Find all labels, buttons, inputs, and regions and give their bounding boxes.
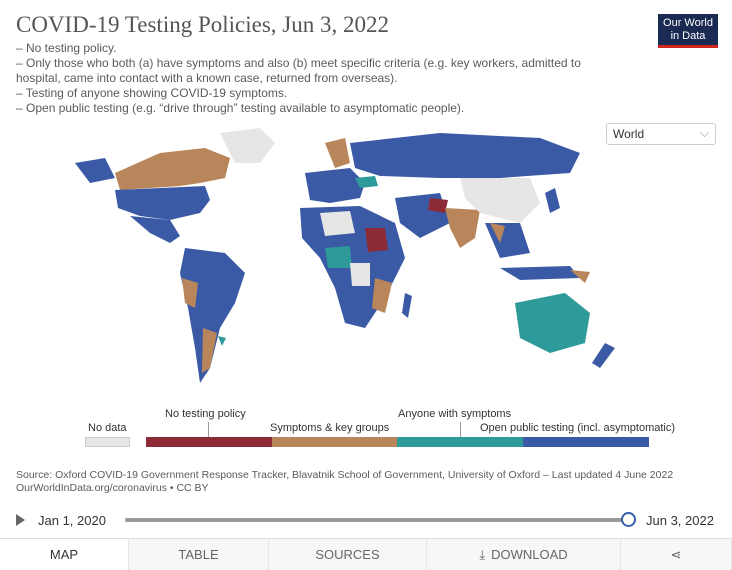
country-usa[interactable] xyxy=(115,186,210,220)
region-select[interactable]: World ⌵ xyxy=(606,123,716,145)
country-europe[interactable] xyxy=(305,168,365,203)
legend-swatch-anyone-symptoms xyxy=(397,437,523,447)
legend-label-no-testing: No testing policy xyxy=(165,408,246,420)
region-select-value: World xyxy=(613,127,645,141)
share-icon: ⋖ xyxy=(670,546,682,562)
logo-line: in Data xyxy=(670,30,706,42)
country-ukraine[interactable] xyxy=(355,176,378,188)
source-note: Source: Oxford COVID-19 Government Respo… xyxy=(16,469,696,495)
subtitle-line: – Only those who both (a) have symptoms … xyxy=(16,56,581,85)
timeline-fill xyxy=(125,518,628,522)
chevron-down-icon: ⌵ xyxy=(699,126,709,140)
country-south-america[interactable] xyxy=(180,248,245,383)
country-afghanistan[interactable] xyxy=(428,198,448,213)
country-sudan[interactable] xyxy=(365,228,388,252)
timeline-start-label: Jan 1, 2020 xyxy=(38,513,106,528)
timeline: Jan 1, 2020 Jun 3, 2022 xyxy=(0,508,732,534)
country-australia[interactable] xyxy=(515,293,590,353)
country-greenland[interactable] xyxy=(220,128,275,163)
source-line: Source: Oxford COVID-19 Government Respo… xyxy=(16,469,674,481)
tab-table[interactable]: TABLE xyxy=(129,539,269,570)
timeline-end-label: Jun 3, 2022 xyxy=(646,513,714,528)
country-canada[interactable] xyxy=(115,148,230,190)
country-alaska[interactable] xyxy=(75,158,115,183)
country-algeria-libya[interactable] xyxy=(320,211,355,236)
country-uruguay[interactable] xyxy=(218,336,226,346)
source-url[interactable]: OurWorldInData.org/coronavirus • CC BY xyxy=(16,482,209,494)
logo-line: Our World xyxy=(663,17,713,29)
country-new-zealand[interactable] xyxy=(592,343,615,368)
tab-map[interactable]: MAP xyxy=(0,539,129,570)
country-russia[interactable] xyxy=(350,133,580,178)
country-indonesia[interactable] xyxy=(500,266,580,280)
legend-tick xyxy=(208,422,209,437)
chart-title: COVID-19 Testing Policies, Jun 3, 2022 xyxy=(16,12,389,37)
country-argentina[interactable] xyxy=(202,328,217,373)
country-peru[interactable] xyxy=(182,278,198,308)
country-scandinavia[interactable] xyxy=(325,138,350,168)
country-japan[interactable] xyxy=(545,188,560,213)
tab-sources[interactable]: SOURCES xyxy=(269,539,427,570)
country-mexico[interactable] xyxy=(130,216,180,243)
country-congo[interactable] xyxy=(350,263,370,286)
tab-bar: MAP TABLE SOURCES ⤓ DOWNLOAD ⋖ xyxy=(0,538,732,570)
country-thailand[interactable] xyxy=(490,223,505,243)
country-china[interactable] xyxy=(460,178,540,223)
legend-swatch-no-data xyxy=(85,437,130,447)
chart-subtitle: – No testing policy. – Only those who bo… xyxy=(16,41,616,116)
tab-download[interactable]: ⤓ DOWNLOAD xyxy=(427,539,621,570)
world-map[interactable] xyxy=(20,128,640,393)
play-icon[interactable] xyxy=(16,514,25,526)
owid-logo[interactable]: Our World in Data xyxy=(658,14,718,48)
timeline-handle[interactable] xyxy=(621,512,636,527)
country-papua[interactable] xyxy=(570,270,590,283)
country-central-africa[interactable] xyxy=(325,246,352,268)
legend-tick xyxy=(460,422,461,437)
subtitle-line: – Open public testing (e.g. “drive throu… xyxy=(16,101,465,115)
country-se-asia[interactable] xyxy=(485,223,530,258)
tab-share[interactable]: ⋖ xyxy=(621,539,732,570)
country-east-africa[interactable] xyxy=(372,278,392,313)
legend: No data No testing policy Symptoms & key… xyxy=(0,400,732,450)
country-india[interactable] xyxy=(445,208,480,248)
legend-label-no-data: No data xyxy=(88,422,127,434)
country-madagascar[interactable] xyxy=(402,293,412,318)
subtitle-line: – No testing policy. xyxy=(16,41,117,55)
tab-download-label: DOWNLOAD xyxy=(491,547,568,562)
legend-swatch-open-public xyxy=(523,437,649,447)
legend-label-open-public: Open public testing (incl. asymptomatic) xyxy=(480,422,676,434)
subtitle-line: – Testing of anyone showing COVID-19 sym… xyxy=(16,86,288,100)
legend-swatch-no-testing xyxy=(146,437,272,447)
legend-label-symptoms-key-groups: Symptoms & key groups xyxy=(270,422,390,434)
download-icon: ⤓ xyxy=(479,546,486,562)
legend-swatch-symptoms-key-groups xyxy=(272,437,397,447)
legend-label-anyone-symptoms: Anyone with symptoms xyxy=(398,408,512,420)
